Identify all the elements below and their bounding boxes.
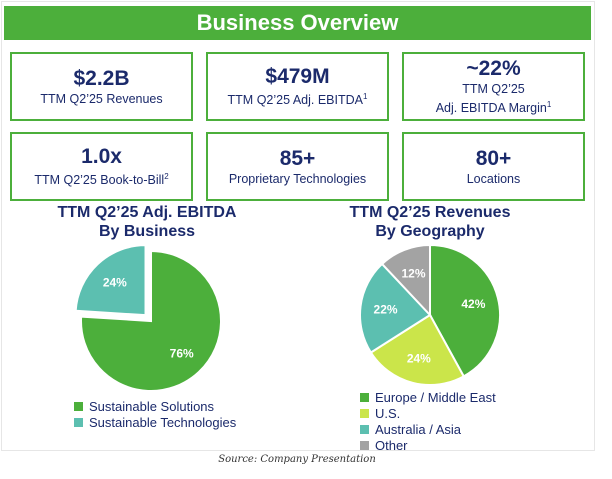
legend-item: U.S. [360,405,496,421]
chart-title-line1: TTM Q2’25 Adj. EBITDA [57,204,237,221]
kpi-revenues: $2.2B TTM Q2’25 Revenues [10,52,193,121]
legend-item: Europe / Middle East [360,389,496,405]
data-label: 42% [461,297,485,311]
kpi-label-line2: Adj. EBITDA Margin1 [435,99,552,116]
legend-label: Australia / Asia [375,421,461,437]
kpi-label: Proprietary Technologies [228,171,367,186]
chart-title-line1: TTM Q2’25 Revenues [349,204,511,221]
slice-sustainable-technologies [74,244,147,317]
kpi-ebitda-margin: ~22% TTM Q2’25 Adj. EBITDA Margin1 [402,52,585,121]
legend-label: Sustainable Solutions [89,398,215,414]
slice-australia-asia [359,262,432,354]
chart-title-line2: By Geography [375,223,485,240]
kpi-label: TTM Q2’25 Adj. EBITDA1 [227,91,368,108]
kpi-label: TTM Q2’25 Revenues [40,91,163,106]
legend-label: Other [375,437,408,453]
kpi-value: 85+ [279,146,316,170]
legend-item: Australia / Asia [360,421,496,437]
ebitda-legend: Sustainable Solutions Sustainable Techno… [74,398,236,430]
legend-swatch [74,401,83,411]
data-label: 22% [374,302,398,316]
legend-label: Europe / Middle East [375,389,496,405]
legend-label: U.S. [375,405,401,421]
kpi-value: $2.2B [73,66,130,90]
slide-frame [1,1,595,451]
kpi-value: 1.0x [81,144,122,168]
legend-swatch [360,440,369,450]
source-note: Source: Company Presentation [218,454,376,465]
data-label: 24% [103,276,127,290]
kpi-book-to-bill: 1.0x TTM Q2’25 Book-to-Bill2 [10,132,193,201]
footnote-marker: 1 [363,91,368,101]
chart-title-line2: By Business [98,223,196,240]
legend-swatch [360,392,369,402]
legend-label: Sustainable Technologies [89,414,237,430]
footnote-marker: 1 [546,99,552,109]
footnote-marker: 2 [164,171,169,181]
data-label: 12% [401,266,425,280]
slice-other [380,243,431,318]
kpi-label: TTM Q2’25 [462,81,525,96]
slice-us [369,313,466,386]
legend-item: Other [360,437,496,453]
data-label: 24% [407,351,431,365]
data-label: 76% [170,347,194,361]
kpi-technologies: 85+ Proprietary Technologies [206,132,389,201]
kpi-locations: 80+ Locations [402,132,585,201]
slice-europe-middle-east [429,243,501,378]
header-title: Business Overview [196,10,399,35]
kpi-label: TTM Q2’25 Book-to-Bill2 [34,171,169,188]
kpi-value: $479M [265,64,330,88]
revenue-chart-title: TTM Q2’25 Revenues By Geography [300,203,560,241]
legend-swatch [360,424,369,434]
legend-swatch [360,408,369,418]
legend-swatch [74,417,83,427]
slice-sustainable-solutions [80,249,222,392]
header-banner: Business Overview [4,6,591,40]
ebitda-chart-title: TTM Q2’25 Adj. EBITDA By Business [17,203,277,241]
kpi-label: Locations [466,171,521,186]
kpi-value: ~22% [466,56,521,80]
legend-item: Sustainable Technologies [74,414,236,430]
legend-item: Sustainable Solutions [74,398,236,414]
revenue-legend: Europe / Middle East U.S. Australia / As… [360,389,496,453]
kpi-adj-ebitda: $479M TTM Q2’25 Adj. EBITDA1 [206,52,389,121]
kpi-value: 80+ [475,146,512,170]
